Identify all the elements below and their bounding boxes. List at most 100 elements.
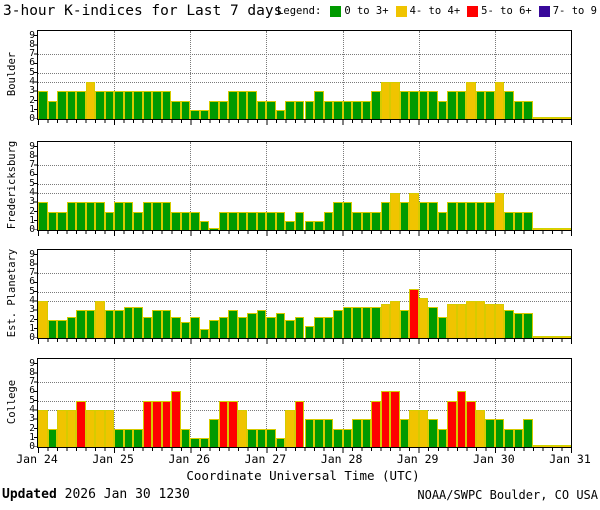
y-tick-label: 0 (29, 224, 35, 235)
y-tick-label: 5 (29, 394, 35, 406)
k-index-bar (133, 307, 143, 338)
y-tick-label: 4 (29, 186, 35, 198)
x-tick-label: Jan 28 (320, 452, 363, 466)
h-gridline-k4 (38, 81, 571, 83)
k-index-bar (485, 303, 495, 338)
k-index-bar (428, 202, 438, 230)
k-index-bar (352, 100, 362, 119)
k-index-bar (294, 316, 305, 338)
k-index-bar (275, 313, 286, 338)
legend-swatch-red-icon (467, 5, 479, 17)
no-data-stub (561, 228, 571, 230)
x-tick-label: Jan 29 (396, 452, 439, 466)
k-index-bar (371, 307, 381, 338)
k-index-bar (228, 310, 238, 338)
k-index-bar (95, 91, 105, 119)
k-index-bar (494, 419, 505, 447)
x-tick-label: Jan 27 (244, 452, 287, 466)
k-index-bar (133, 428, 143, 447)
k-index-bar (304, 220, 315, 230)
k-index-bar (437, 211, 448, 230)
no-data-stub (542, 336, 552, 338)
k-index-bar (456, 303, 467, 338)
x-tick-label: Jan 26 (168, 452, 211, 466)
k-index-bar (47, 428, 58, 447)
k-index-bar (285, 409, 295, 447)
no-data-stub (532, 445, 543, 447)
k-index-bar (437, 100, 448, 119)
k-index-bar (199, 328, 210, 338)
k-index-bar (190, 211, 200, 230)
legend-label: Legend: (277, 5, 322, 17)
v-gridline-day (494, 31, 496, 119)
station-label: College (6, 379, 18, 425)
k-index-bar (428, 307, 438, 338)
v-gridline-day (342, 359, 344, 447)
k-index-bar (513, 313, 524, 338)
k-index-bar (209, 228, 219, 230)
credit-text: NOAA/SWPC Boulder, CO USA (417, 488, 598, 502)
v-gridline-day (494, 250, 496, 338)
k-index-bar (485, 202, 495, 230)
k-index-bar (114, 202, 124, 230)
k-index-bar (371, 400, 381, 447)
legend-item-green: 0 to 3+ (344, 5, 389, 17)
k-index-bar (342, 100, 353, 119)
k-index-bar (66, 91, 77, 119)
k-index-bar (418, 202, 429, 230)
k-index-bar (66, 202, 77, 230)
k-index-bar (57, 319, 67, 338)
y-tick-label: 1 (29, 322, 35, 334)
k-index-bar (342, 428, 353, 447)
k-index-bar (209, 100, 219, 119)
k-index-bar (409, 192, 419, 230)
k-index-bar (237, 409, 248, 447)
h-gridline-k4 (38, 192, 571, 194)
x-tick-label: Jan 31 (549, 452, 591, 466)
k-index-bar (314, 91, 324, 119)
v-gridline-day (342, 142, 344, 230)
k-index-bar (228, 400, 238, 447)
k-index-bar (76, 310, 86, 338)
k-index-bar (466, 202, 476, 230)
k-index-bar (85, 202, 96, 230)
k-index-bar (161, 400, 172, 447)
legend-swatch-purple-icon (538, 5, 550, 17)
k-index-bar (475, 91, 486, 119)
v-gridline-day (266, 31, 268, 119)
k-index-bar (380, 81, 391, 119)
k-index-bar (180, 428, 191, 447)
k-index-bar (513, 100, 524, 119)
k-index-bar (180, 211, 191, 230)
y-tick-label: 2 (29, 205, 35, 217)
v-gridline-day (342, 250, 344, 338)
v-gridline-day (190, 250, 192, 338)
legend-item-yellow: 4- to 4+ (409, 5, 461, 17)
k-index-bar (485, 91, 495, 119)
k-index-bar (171, 316, 181, 338)
y-tick-label: 6 (29, 385, 35, 397)
no-data-stub (561, 445, 571, 447)
k-index-bar (304, 326, 315, 338)
k-index-bar (485, 419, 495, 447)
y-tick-label: 9 (29, 248, 35, 260)
k-index-bar (266, 100, 276, 119)
h-gridline-k5 (38, 72, 571, 74)
k-index-bar (456, 391, 467, 447)
k-index-bar (95, 300, 105, 338)
k-index-bar (218, 100, 229, 119)
k-index-bar (66, 316, 77, 338)
k-index-bar (361, 307, 372, 338)
x-tick-label: Jan 24 (16, 452, 58, 466)
k-index-bar (38, 202, 48, 230)
v-gridline-day (418, 142, 420, 230)
k-index-bar (171, 391, 181, 447)
y-tick-label: 3 (29, 85, 35, 97)
x-tick-label: Jan 30 (473, 452, 515, 466)
y-tick-label: 0 (29, 332, 35, 343)
k-index-bar (466, 300, 476, 338)
k-index-bar (323, 100, 334, 119)
y-tick-label: 1 (29, 214, 35, 226)
y-tick-label: 2 (29, 94, 35, 106)
